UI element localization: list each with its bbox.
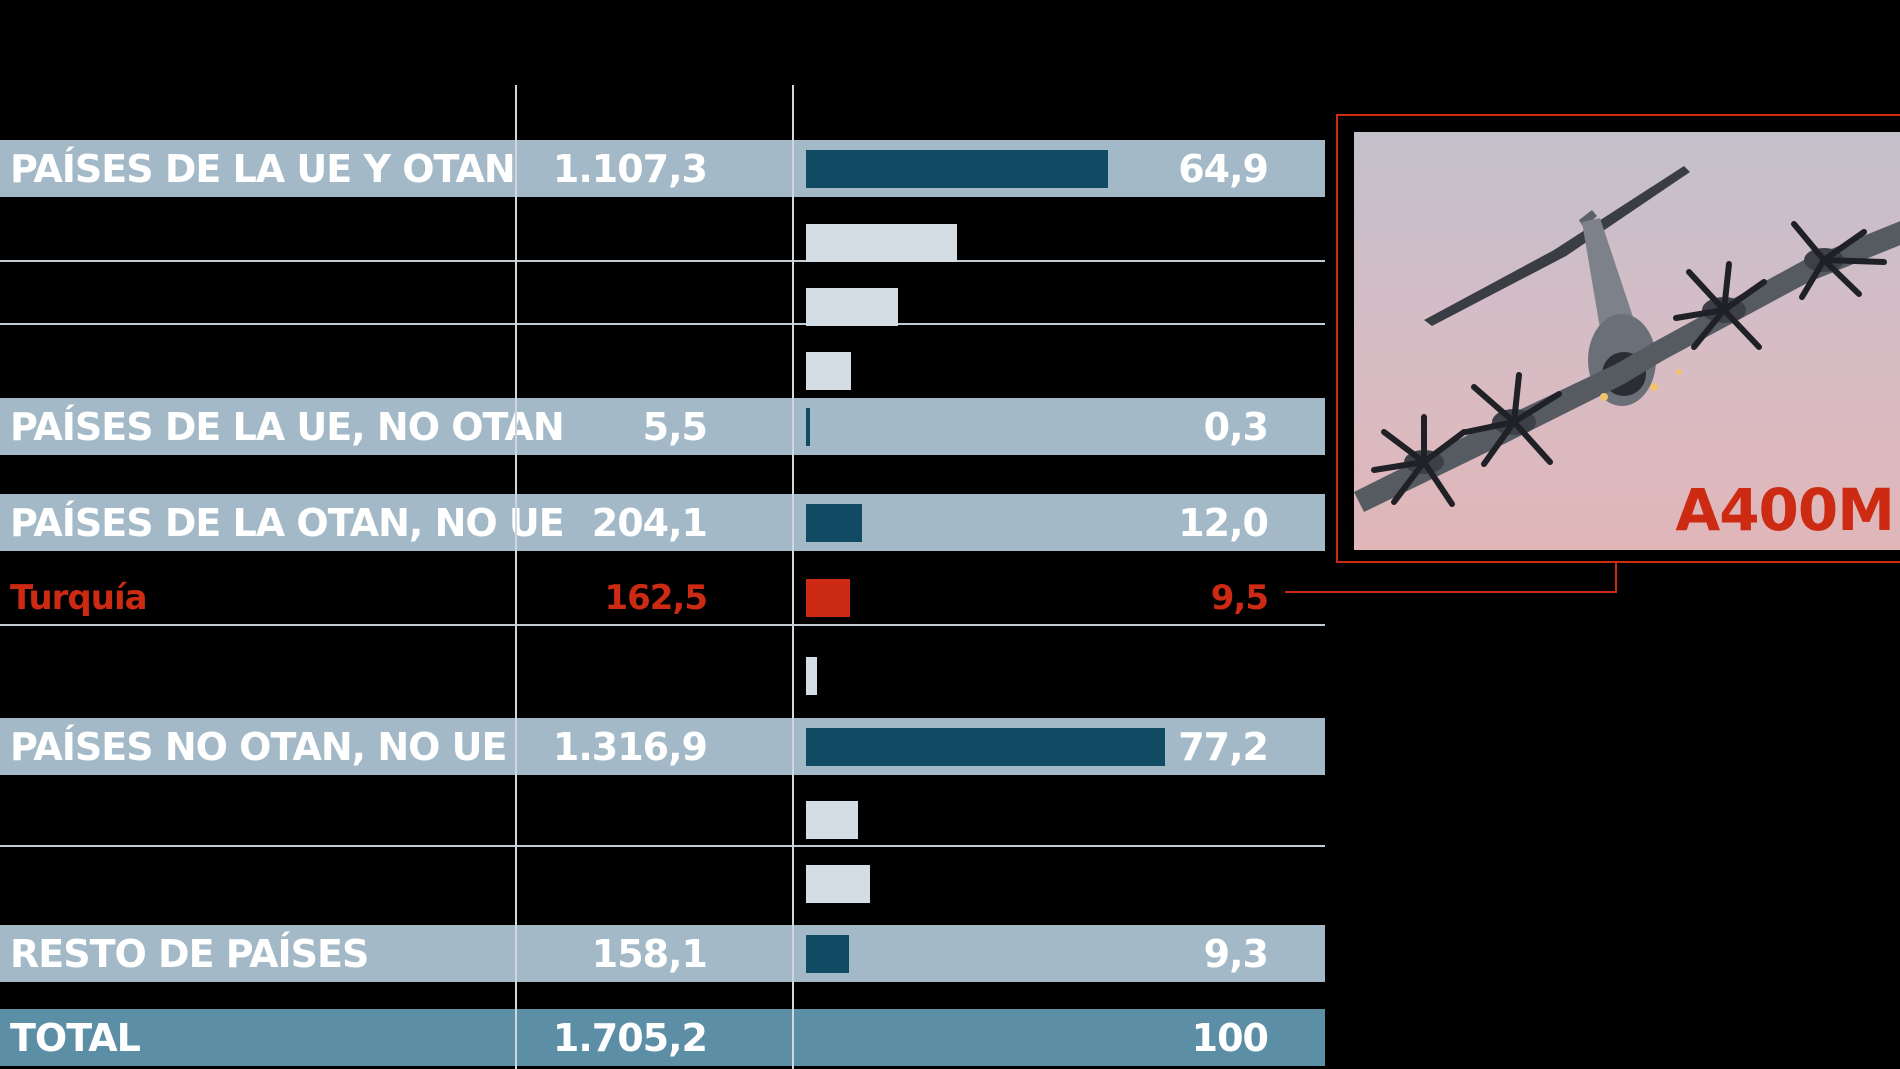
- percentage-bar: [806, 224, 958, 262]
- aircraft-illustration: [1354, 166, 1900, 512]
- table-row: [0, 788, 1325, 852]
- table-row: RESTO DE PAÍSES 158,1 9,3: [0, 925, 1325, 982]
- row-value: 1.316,9: [552, 724, 708, 769]
- table-row: [0, 852, 1325, 916]
- row-percentage: 9,5: [1210, 578, 1269, 618]
- percentage-bar: [806, 727, 1165, 766]
- row-value: 5,5: [642, 404, 708, 449]
- percentage-bar: [806, 503, 862, 542]
- percentage-bar: [806, 352, 851, 390]
- photo-frame: A400M: [1336, 114, 1900, 563]
- row-value: 162,5: [604, 578, 708, 618]
- data-table: PAÍSES DE LA UE Y OTAN 1.107,3 64,9 PAÍSES …: [0, 85, 1325, 1069]
- row-value: 1.107,3: [552, 146, 708, 191]
- table-row: [0, 339, 1325, 403]
- row-separator: [0, 845, 1325, 847]
- row-percentage: 100: [1191, 1015, 1269, 1060]
- percentage-bar: [806, 149, 1108, 188]
- row-label: TOTAL: [10, 1015, 141, 1060]
- percentage-bar: [806, 288, 898, 326]
- row-label: PAÍSES DE LA UE Y OTAN: [10, 146, 516, 191]
- row-percentage: 9,3: [1203, 931, 1269, 976]
- row-separator: [0, 323, 1325, 325]
- table-row: [0, 275, 1325, 339]
- row-separator: [0, 624, 1325, 626]
- row-value: 1.705,2: [552, 1015, 708, 1060]
- row-label: Turquía: [10, 578, 148, 618]
- percentage-bar: [806, 657, 817, 695]
- table-row: PAÍSES DE LA UE, NO OTAN 5,5 0,3: [0, 398, 1325, 455]
- row-label: PAÍSES DE LA UE, NO OTAN: [10, 404, 565, 449]
- table-row: [0, 211, 1325, 275]
- table-row: PAÍSES NO OTAN, NO UE 1.316,9 77,2: [0, 718, 1325, 775]
- row-percentage: 64,9: [1178, 146, 1269, 191]
- row-label: PAÍSES NO OTAN, NO UE: [10, 724, 507, 769]
- row-percentage: 12,0: [1178, 500, 1269, 545]
- percentage-bar: [806, 801, 859, 839]
- row-value: 204,1: [591, 500, 708, 545]
- table-row: TOTAL 1.705,2 100: [0, 1009, 1325, 1066]
- row-label: RESTO DE PAÍSES: [10, 931, 369, 976]
- table-row: PAÍSES DE LA OTAN, NO UE 204,1 12,0: [0, 494, 1325, 551]
- row-label: PAÍSES DE LA OTAN, NO UE: [10, 500, 565, 545]
- callout-connector-vertical: [1615, 563, 1617, 593]
- table-row: Turquía 162,5 9,5: [0, 567, 1325, 629]
- row-separator: [0, 260, 1325, 262]
- percentage-bar: [806, 579, 851, 617]
- column-divider-2: [792, 85, 794, 1069]
- row-percentage: 77,2: [1178, 724, 1269, 769]
- percentage-bar: [806, 865, 871, 903]
- percentage-bar: [806, 934, 850, 973]
- table-row: [0, 631, 1325, 721]
- photo-caption: A400M: [1675, 476, 1895, 544]
- row-value: 158,1: [591, 931, 708, 976]
- table-row: PAÍSES DE LA UE Y OTAN 1.107,3 64,9: [0, 140, 1325, 197]
- percentage-bar: [806, 407, 810, 446]
- aircraft-photo: A400M: [1354, 132, 1900, 550]
- column-divider-1: [515, 85, 517, 1069]
- row-percentage: 0,3: [1203, 404, 1269, 449]
- callout-connector-horizontal: [1285, 591, 1617, 593]
